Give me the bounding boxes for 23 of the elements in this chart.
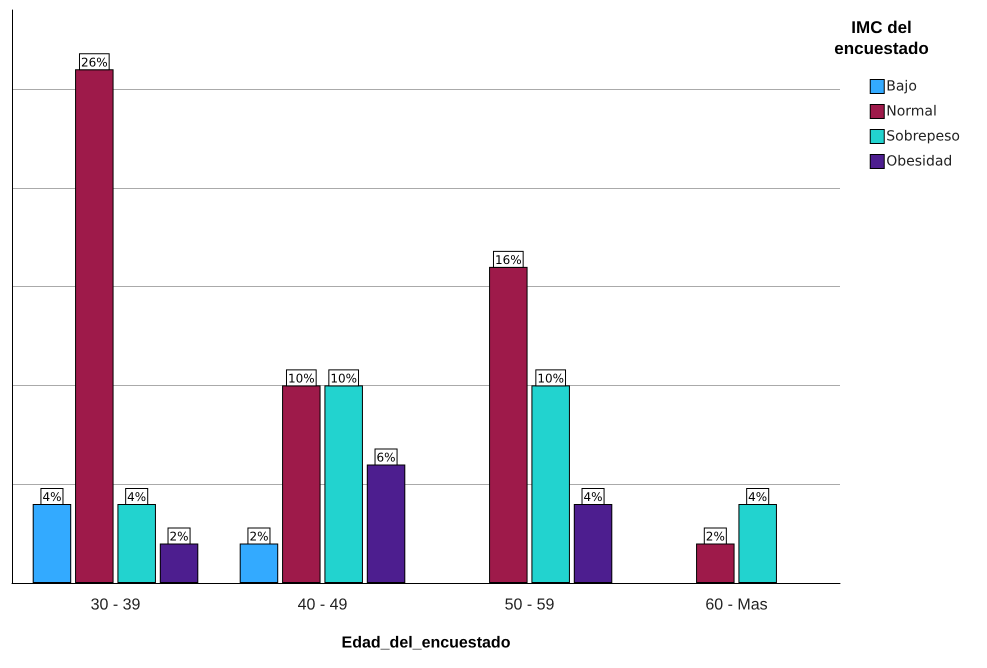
legend-label: Sobrepeso bbox=[886, 128, 960, 144]
data-label: 6% bbox=[376, 450, 396, 464]
data-label: 10% bbox=[537, 371, 564, 386]
data-label: 2% bbox=[706, 529, 725, 544]
data-label: 4% bbox=[127, 490, 146, 504]
data-label: 4% bbox=[748, 490, 768, 504]
x-tick-label: 50 - 59 bbox=[504, 596, 555, 614]
data-label: 2% bbox=[170, 529, 189, 544]
data-label: 4% bbox=[584, 490, 603, 504]
x-axis-title: Edad_del_encuestado bbox=[342, 634, 511, 652]
data-label: 10% bbox=[288, 371, 315, 386]
data-label: 2% bbox=[249, 529, 268, 544]
x-tick-label: 40 - 49 bbox=[298, 596, 348, 614]
data-label: 4% bbox=[42, 490, 62, 504]
legend-title: IMC del encuestado bbox=[834, 18, 929, 58]
data-label: 16% bbox=[494, 252, 522, 267]
data-label: 26% bbox=[80, 55, 108, 70]
legend-label: Obesidad bbox=[886, 154, 952, 170]
x-tick-label: 60 - Mas bbox=[705, 596, 768, 614]
x-tick-label: 30 - 39 bbox=[90, 596, 141, 614]
legend-label: Bajo bbox=[886, 78, 917, 94]
data-label: 10% bbox=[330, 371, 358, 386]
legend-label: Normal bbox=[886, 104, 937, 120]
